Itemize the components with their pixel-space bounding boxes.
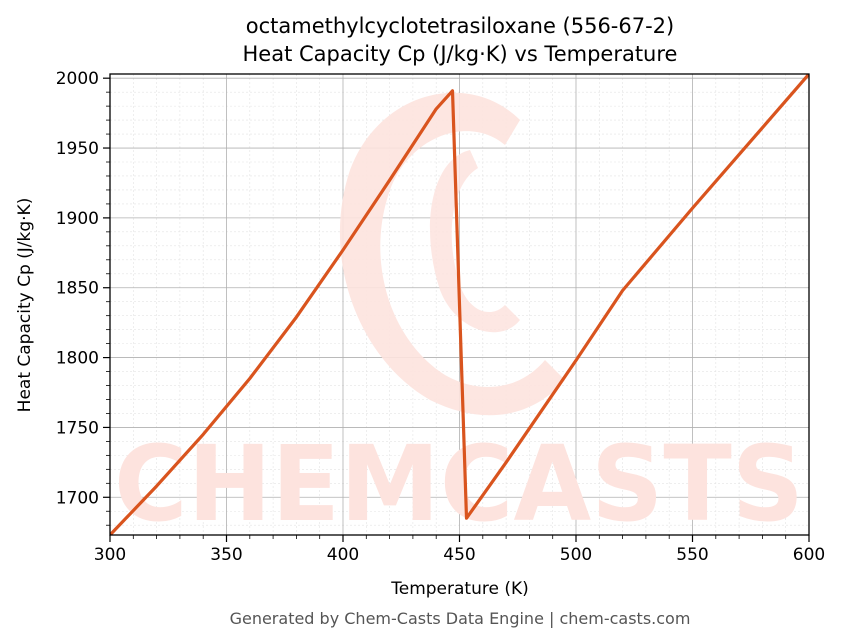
- x-tick-label: 500: [560, 545, 592, 565]
- footer-credit: Generated by Chem-Casts Data Engine | ch…: [230, 609, 691, 628]
- x-tick-label: 300: [94, 545, 126, 565]
- y-tick-label: 1950: [56, 139, 99, 159]
- y-tick-label: 1850: [56, 279, 99, 299]
- watermark-text: CHEMCASTS: [114, 423, 804, 545]
- series-line: [110, 74, 809, 535]
- y-tick-label: 2000: [56, 69, 99, 89]
- y-axis-label: Heat Capacity Cp (J/kg·K): [15, 198, 35, 413]
- axis-ticks: 300 350 400 450 500 550 600 1700 1750 1800 1850 190…: [56, 69, 825, 565]
- watermark: CHEMCASTS: [114, 92, 804, 545]
- y-tick-label: 1750: [56, 418, 99, 438]
- chart-subtitle: Heat Capacity Cp (J/kg·K) vs Temperature: [243, 42, 678, 66]
- x-axis-label: Temperature (K): [390, 579, 529, 599]
- chart-title: octamethylcyclotetrasiloxane (556-67-2): [246, 14, 675, 38]
- x-tick-label: 450: [443, 545, 475, 565]
- y-tick-label: 1700: [56, 488, 99, 508]
- plot-area: CHEMCASTS 300 350 400 450 500 550 600 1700 1750 1…: [56, 69, 825, 565]
- y-tick-label: 1800: [56, 349, 99, 369]
- x-tick-label: 550: [676, 545, 708, 565]
- x-tick-label: 350: [210, 545, 242, 565]
- watermark-logo: [339, 92, 565, 416]
- y-tick-label: 1900: [56, 209, 99, 229]
- x-tick-label: 600: [793, 545, 825, 565]
- watermark-logo-inner: [430, 150, 520, 333]
- x-tick-label: 400: [327, 545, 359, 565]
